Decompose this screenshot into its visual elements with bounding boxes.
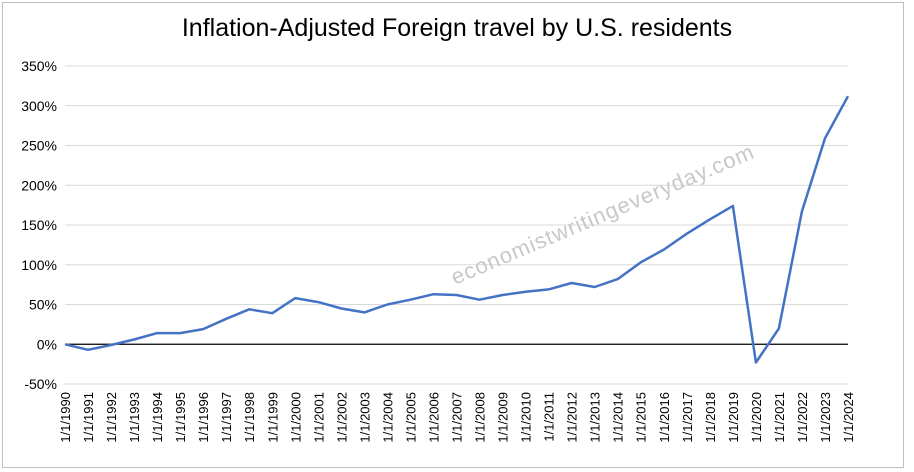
x-tick-label: 1/1/2003 xyxy=(357,392,372,443)
gridlines xyxy=(65,65,848,385)
x-tick-label: 1/1/2021 xyxy=(772,392,787,443)
series-line xyxy=(64,95,850,364)
x-tick-label: 1/1/1995 xyxy=(173,392,188,443)
x-tick-label: 1/1/2002 xyxy=(334,392,349,443)
x-tick-label: 1/1/2014 xyxy=(611,392,626,443)
x-tick-label: 1/1/1993 xyxy=(127,392,142,443)
x-tick-label: 1/1/1992 xyxy=(104,392,119,443)
x-tick-label: 1/1/2004 xyxy=(380,392,395,443)
x-tick-label: 1/1/2012 xyxy=(565,392,580,443)
x-tick-label: 1/1/2008 xyxy=(473,392,488,443)
x-tick-label: 1/1/2017 xyxy=(680,392,695,443)
y-tick-label: 200% xyxy=(21,177,57,193)
y-axis-ticks: -50% 0% 50% 100% 150% 200% 250% 300% 350% xyxy=(21,58,57,392)
x-tick-label: 1/1/1991 xyxy=(81,392,96,443)
x-tick-label: 1/1/2009 xyxy=(496,392,511,443)
x-tick-label: 1/1/1998 xyxy=(242,392,257,443)
x-tick-label: 1/1/2016 xyxy=(657,392,672,443)
x-tick-label: 1/1/2006 xyxy=(426,392,441,443)
watermark-text: economistwritingeveryday.com xyxy=(447,139,758,290)
x-tick-label: 1/1/2007 xyxy=(450,392,465,443)
x-tick-label: 1/1/2018 xyxy=(703,392,718,443)
x-tick-label: 1/1/2020 xyxy=(749,392,764,443)
chart-frame xyxy=(2,2,904,468)
x-tick-label: 1/1/2023 xyxy=(818,392,833,443)
y-tick-label: 250% xyxy=(21,138,57,154)
series-line-path xyxy=(64,95,850,364)
y-tick-label: 50% xyxy=(29,297,57,313)
x-tick-label: 1/1/1999 xyxy=(265,392,280,443)
chart-title: Inflation-Adjusted Foreign travel by U.S… xyxy=(181,14,733,42)
x-tick-label: 1/1/2000 xyxy=(288,392,303,443)
y-tick-label: 100% xyxy=(21,257,57,273)
x-tick-label: 1/1/2022 xyxy=(795,392,810,443)
x-tick-label: 1/1/1997 xyxy=(219,392,234,443)
y-tick-label: 300% xyxy=(21,98,57,114)
y-tick-label: 0% xyxy=(37,336,57,352)
y-tick-label: -50% xyxy=(24,376,57,392)
x-tick-label: 1/1/1990 xyxy=(58,392,73,443)
x-tick-label: 1/1/2019 xyxy=(726,392,741,443)
y-tick-label: 350% xyxy=(21,58,57,74)
x-tick-label: 1/1/2024 xyxy=(841,392,856,443)
x-tick-label: 1/1/1996 xyxy=(196,392,211,443)
x-axis-ticks: 1/1/1990 1/1/1991 1/1/1992 1/1/1993 1/1/1994… xyxy=(58,392,856,443)
x-tick-label: 1/1/2011 xyxy=(542,392,557,442)
x-tick-label: 1/1/2001 xyxy=(311,392,326,443)
x-tick-label: 1/1/2010 xyxy=(519,392,534,443)
x-tick-label: 1/1/2015 xyxy=(634,392,649,443)
y-tick-label: 150% xyxy=(21,217,57,233)
x-tick-label: 1/1/2013 xyxy=(588,392,603,443)
x-tick-label: 1/1/1994 xyxy=(150,392,165,443)
x-tick-label: 1/1/2005 xyxy=(403,392,418,443)
